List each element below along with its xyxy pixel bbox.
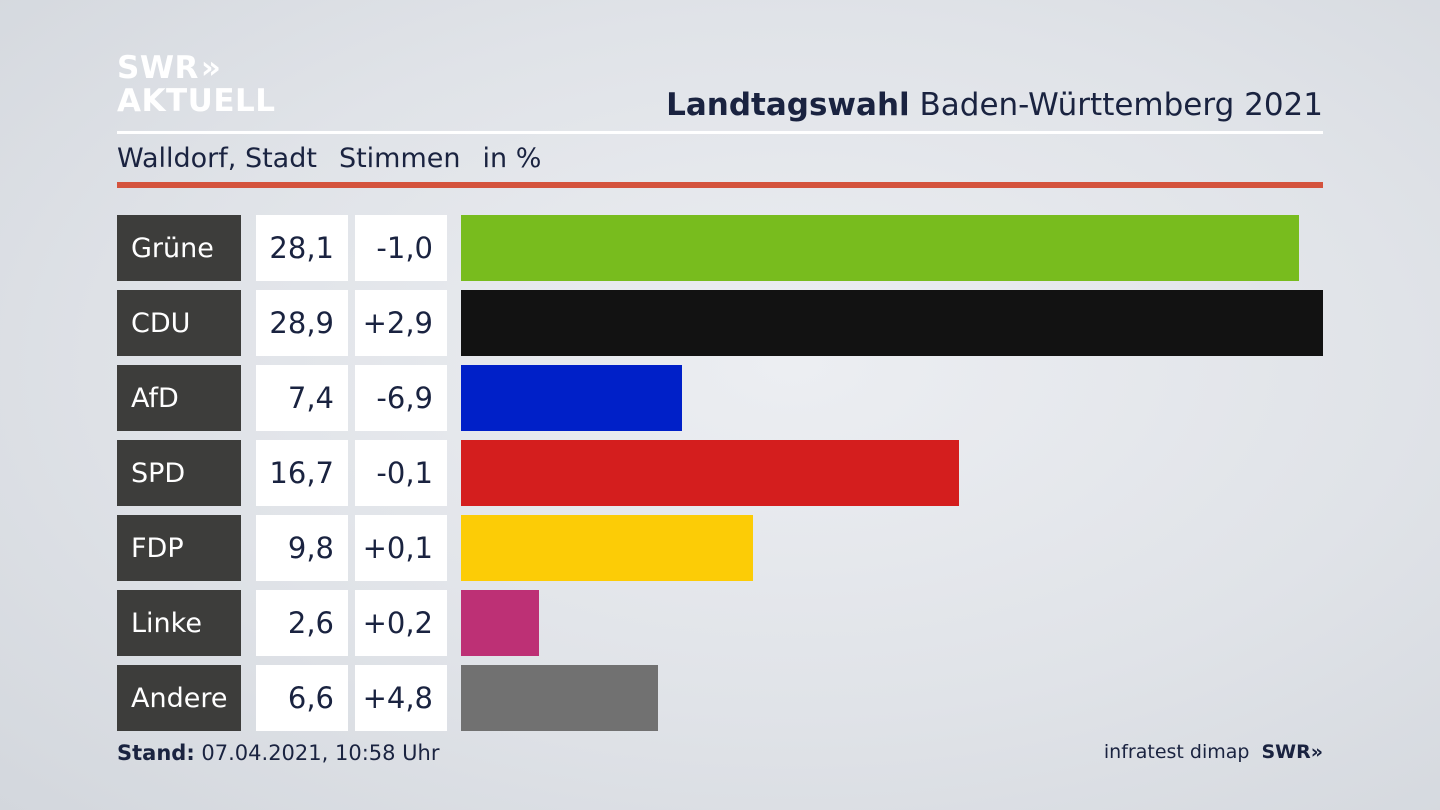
logo-aktuell-text: AKTUELL bbox=[117, 83, 276, 119]
logo-chevron-icon: » bbox=[200, 50, 222, 86]
title-rest: Baden-Württemberg 2021 bbox=[909, 87, 1324, 123]
result-row: Grüne 28,1 -1,0 bbox=[117, 215, 1323, 281]
result-row: Linke 2,6 +0,2 bbox=[117, 590, 1323, 656]
vote-share-bar bbox=[461, 665, 658, 731]
vote-change-label: -1,0 bbox=[355, 215, 447, 281]
vote-change-label: +4,8 bbox=[355, 665, 447, 731]
vote-share-bar bbox=[461, 590, 539, 656]
vote-share-label: 2,6 bbox=[256, 590, 348, 656]
vote-change-label: -6,9 bbox=[355, 365, 447, 431]
vote-share-bar bbox=[461, 515, 753, 581]
party-label: Linke bbox=[117, 590, 241, 656]
swr-brand-logo: SWR» bbox=[1261, 741, 1323, 763]
source-credit: infratest dimap SWR» bbox=[1104, 741, 1323, 763]
result-row: FDP 9,8 +0,1 bbox=[117, 515, 1323, 581]
subtitle-unit: in % bbox=[482, 143, 542, 174]
vote-share-bar bbox=[461, 290, 1323, 356]
subtitle-place: Walldorf, Stadt bbox=[117, 143, 317, 174]
result-row: AfD 7,4 -6,9 bbox=[117, 365, 1323, 431]
vote-change-label: +2,9 bbox=[355, 290, 447, 356]
page-title: Landtagswahl Baden-Württemberg 2021 bbox=[666, 87, 1323, 123]
party-label: AfD bbox=[117, 365, 241, 431]
title-divider bbox=[117, 131, 1323, 134]
vote-share-bar bbox=[461, 440, 959, 506]
subtitle-measure: Stimmen bbox=[338, 143, 461, 174]
source-name: infratest dimap bbox=[1103, 741, 1250, 763]
vote-share-label: 9,8 bbox=[256, 515, 348, 581]
result-row: SPD 16,7 -0,1 bbox=[117, 440, 1323, 506]
result-row: Andere 6,6 +4,8 bbox=[117, 665, 1323, 731]
vote-change-label: +0,1 bbox=[355, 515, 447, 581]
party-label: CDU bbox=[117, 290, 241, 356]
vote-share-label: 6,6 bbox=[256, 665, 348, 731]
party-label: SPD bbox=[117, 440, 241, 506]
stand-value: 07.04.2021, 10:58 Uhr bbox=[194, 741, 440, 765]
logo-swr-text: SWR bbox=[117, 50, 199, 86]
vote-change-label: +0,2 bbox=[355, 590, 447, 656]
timestamp: Stand: 07.04.2021, 10:58 Uhr bbox=[117, 741, 440, 765]
stand-label: Stand: bbox=[117, 741, 195, 765]
vote-share-bar bbox=[461, 365, 682, 431]
swr-aktuell-logo: SWR» AKTUELL bbox=[117, 52, 276, 118]
party-label: Andere bbox=[117, 665, 241, 731]
party-label: FDP bbox=[117, 515, 241, 581]
vote-share-label: 28,1 bbox=[256, 215, 348, 281]
vote-share-label: 28,9 bbox=[256, 290, 348, 356]
accent-divider bbox=[117, 182, 1323, 188]
vote-share-label: 7,4 bbox=[256, 365, 348, 431]
vote-share-label: 16,7 bbox=[256, 440, 348, 506]
party-label: Grüne bbox=[117, 215, 241, 281]
vote-change-label: -0,1 bbox=[355, 440, 447, 506]
result-row: CDU 28,9 +2,9 bbox=[117, 290, 1323, 356]
title-bold: Landtagswahl bbox=[666, 87, 910, 123]
chart-subtitle: Walldorf, Stadt Stimmen in % bbox=[117, 143, 541, 174]
vote-share-bar bbox=[461, 215, 1299, 281]
